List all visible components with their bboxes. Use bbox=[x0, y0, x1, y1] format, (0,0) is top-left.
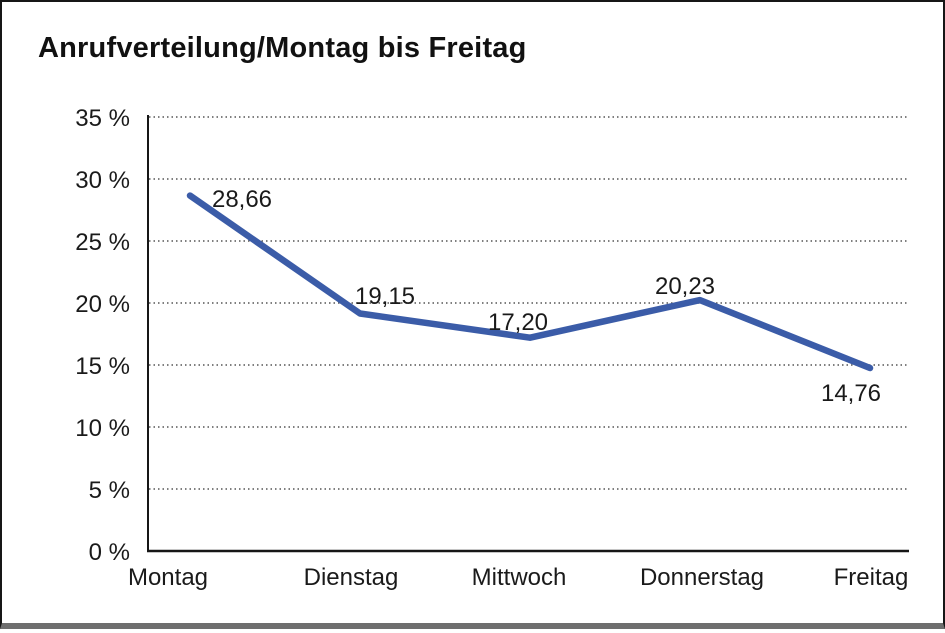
y-tick-label: 0 % bbox=[89, 539, 130, 566]
y-tick-label: 35 % bbox=[75, 105, 130, 132]
x-category-label: Freitag bbox=[834, 564, 909, 591]
x-category-label: Mittwoch bbox=[472, 564, 567, 591]
data-label: 20,23 bbox=[655, 273, 715, 300]
data-label: 28,66 bbox=[212, 186, 272, 213]
y-tick-label: 15 % bbox=[75, 353, 130, 380]
chart-title: Anrufverteilung/Montag bis Freitag bbox=[38, 32, 527, 64]
data-label: 17,20 bbox=[488, 309, 548, 336]
y-tick-label: 30 % bbox=[75, 167, 130, 194]
series-line bbox=[186, 192, 874, 372]
x-category-label: Donnerstag bbox=[640, 564, 764, 591]
y-tick-label: 25 % bbox=[75, 229, 130, 256]
x-category-label: Dienstag bbox=[304, 564, 399, 591]
data-label: 14,76 bbox=[821, 380, 881, 407]
y-tick-label: 20 % bbox=[75, 291, 130, 318]
y-tick-label: 5 % bbox=[89, 477, 130, 504]
data-label: 19,15 bbox=[355, 283, 415, 310]
y-tick-label: 10 % bbox=[75, 415, 130, 442]
x-category-label: Montag bbox=[128, 564, 208, 591]
